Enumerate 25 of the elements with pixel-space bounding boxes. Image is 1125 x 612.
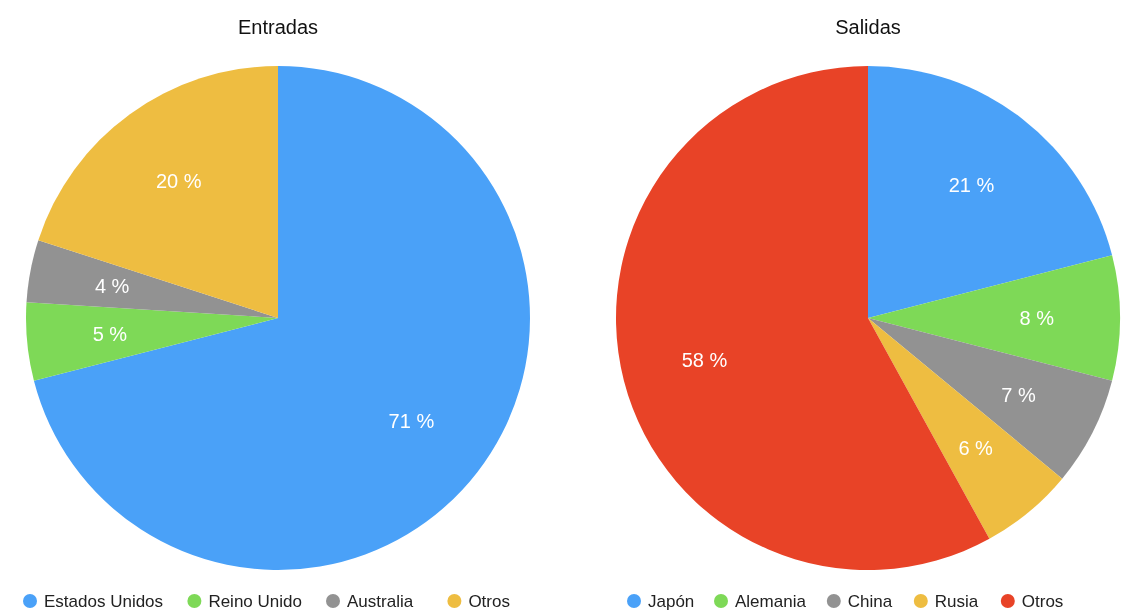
data-label: 5 % [92,322,128,345]
pie-slice [26,302,278,381]
legend-label: Australia [347,592,414,611]
pie-slice [868,255,1120,381]
data-label: 71 % [388,410,435,433]
legend-label: Otros [468,592,510,611]
data-label: 20 % [155,170,202,193]
data-label: 21 % [948,173,995,196]
chart-title: Salidas [835,16,901,38]
pie-slice [26,240,278,318]
legend-label: Rusia [934,592,979,611]
data-label: 8 % [1019,307,1055,329]
legend-label: Japón [648,592,695,611]
legend-label: Alemania [735,592,807,611]
data-label: 4 % [94,275,130,298]
legend-label: China [847,592,893,611]
data-label: 7 % [1001,383,1036,406]
data-label: 6 % [958,437,994,460]
legend-label: Estados Unidos [44,592,164,611]
legend-label: Reino Unido [208,592,302,611]
pie-slice [33,66,530,570]
chart-title: Entradas [237,16,319,38]
legend-label: Otros [1021,592,1064,611]
pie-slice [38,66,278,318]
data-label: 58 % [681,348,728,371]
